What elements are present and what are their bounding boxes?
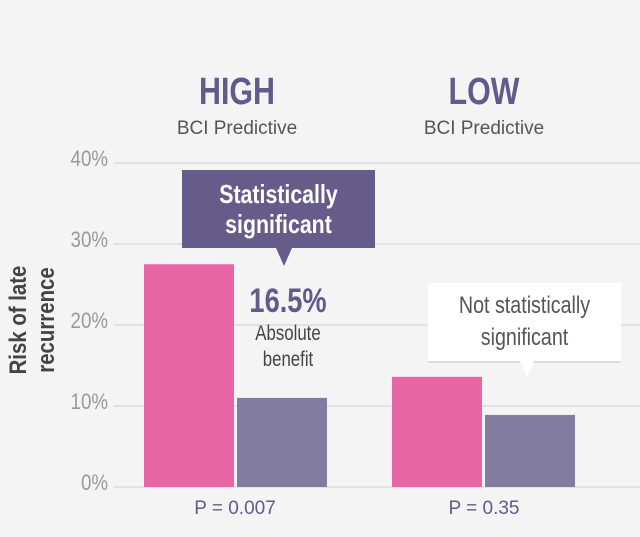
bar-series-2-0 [237, 397, 327, 487]
benefit-label: benefit [262, 348, 314, 371]
p-value-high: P = 0.007 [194, 498, 276, 519]
callout-line: Statistically [219, 179, 338, 209]
group-title-low: LOW [448, 71, 520, 113]
callout-pointer [520, 361, 534, 377]
group-subtitle-low: BCI Predictive [423, 118, 545, 139]
benefit-value: 16.5% [249, 282, 327, 320]
callout-line: significant [225, 209, 332, 239]
group-title-high: HIGH [199, 71, 275, 113]
significant-callout: Statistically significant [182, 170, 375, 266]
group-subtitle-high: BCI Predictive [176, 118, 298, 139]
y-tick-label: 30% [70, 227, 108, 252]
absolute-benefit: 16.5% Absolute benefit [236, 282, 340, 373]
y-tick-label: 20% [70, 308, 108, 333]
y-tick-label: 10% [70, 389, 108, 414]
callout-line: significant [480, 324, 569, 351]
y-tick-label: 0% [80, 470, 108, 495]
not-significant-callout: Not statistically significant [428, 283, 621, 361]
p-value-low: P = 0.35 [448, 498, 520, 519]
bar-series-1-1 [392, 376, 482, 487]
callout-line: Not statistically [458, 292, 591, 319]
y-tick-label: 40% [70, 146, 108, 171]
bar-series-2-1 [485, 414, 575, 487]
benefit-label: Absolute [255, 322, 321, 345]
bar-series-1-0 [144, 264, 234, 487]
